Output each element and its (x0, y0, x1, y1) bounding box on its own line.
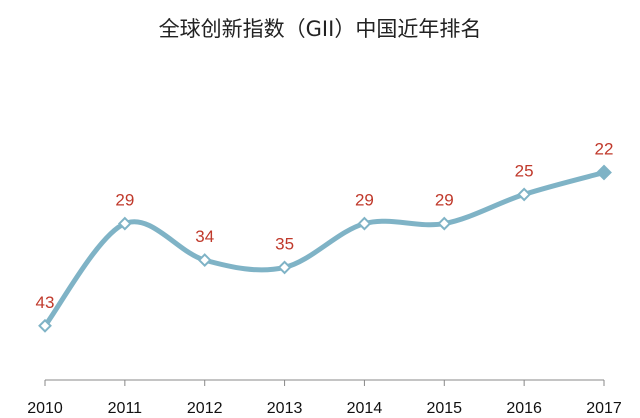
data-label: 29 (115, 191, 134, 210)
data-label: 29 (355, 191, 374, 210)
data-label: 22 (595, 140, 614, 159)
x-tick-label: 2015 (426, 400, 462, 417)
x-tick-label: 2010 (27, 400, 63, 417)
data-point-marker (357, 216, 372, 231)
chart-title: 全球创新指数（GII）中国近年排名 (159, 17, 482, 41)
data-point-marker (197, 253, 212, 268)
data-label: 34 (195, 227, 214, 246)
x-tick-label: 2017 (586, 400, 622, 417)
data-point-marker (277, 260, 292, 275)
x-tick-label: 2014 (347, 400, 383, 417)
data-label: 29 (435, 191, 454, 210)
data-point-marker (38, 318, 52, 333)
data-label: 43 (36, 293, 55, 312)
x-tick-label: 2011 (108, 400, 143, 417)
data-point-marker (117, 216, 132, 231)
x-tick-label: 2013 (267, 400, 303, 417)
data-label: 25 (515, 161, 534, 180)
data-label: 35 (275, 234, 294, 253)
x-tick-label: 2016 (506, 400, 542, 417)
data-point-marker (596, 164, 612, 181)
x-tick-label: 2012 (187, 400, 223, 417)
data-point-marker (517, 187, 532, 202)
data-point-marker (437, 216, 452, 231)
plot-area: 2010 2011 2012 2013 2014 2015 2016 2017 43 29 34 35… (27, 140, 622, 418)
